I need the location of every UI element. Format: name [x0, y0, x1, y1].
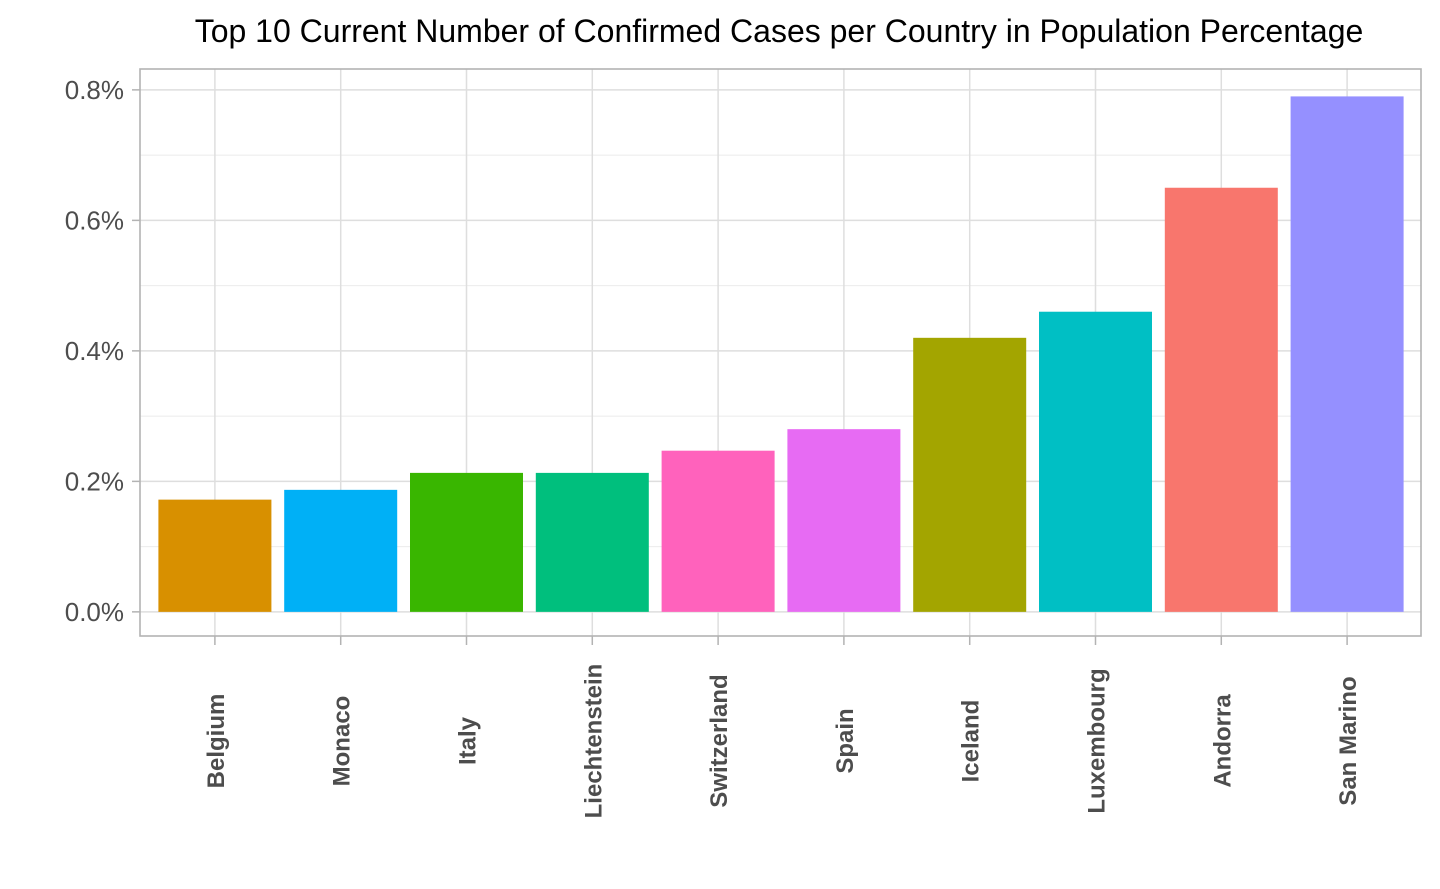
- x-axis: Belgium Monaco Italy Liechtenstein Switzerla…: [203, 636, 1362, 818]
- bar-liechtenstein: [535, 472, 649, 612]
- y-tick-label: 0.6%: [65, 205, 124, 235]
- x-tick-label: Luxembourg: [1084, 668, 1111, 813]
- bar-iceland: [913, 337, 1027, 612]
- bar-belgium: [158, 499, 272, 612]
- x-tick-label: San Marino: [1335, 676, 1362, 805]
- bars: [158, 96, 1404, 612]
- x-tick-label: Iceland: [958, 700, 985, 783]
- y-tick-label: 0.0%: [65, 597, 124, 627]
- y-tick-label: 0.4%: [65, 336, 124, 366]
- x-tick-label: Liechtenstein: [580, 664, 607, 819]
- x-tick-label: Switzerland: [706, 674, 733, 807]
- x-tick-label: Belgium: [203, 694, 230, 789]
- bar-luxembourg: [1039, 311, 1152, 612]
- y-axis: 0.0% 0.2% 0.4% 0.6% 0.8%: [65, 75, 140, 627]
- x-tick-label: Italy: [455, 716, 482, 765]
- bar-monaco: [284, 489, 398, 612]
- chart-title: Top 10 Current Number of Confirmed Cases…: [195, 13, 1364, 49]
- x-tick-label: Spain: [832, 708, 859, 773]
- bar-italy: [410, 472, 523, 612]
- x-tick-label: Monaco: [329, 696, 356, 787]
- bar-switzerland: [661, 450, 775, 612]
- x-tick-label: Andorra: [1209, 694, 1236, 788]
- y-tick-label: 0.8%: [65, 75, 124, 105]
- bar-andorra: [1164, 187, 1278, 612]
- bar-san-marino: [1290, 96, 1404, 612]
- plot-border: [139, 68, 1422, 637]
- bar-spain: [787, 429, 901, 612]
- y-tick-label: 0.2%: [65, 466, 124, 496]
